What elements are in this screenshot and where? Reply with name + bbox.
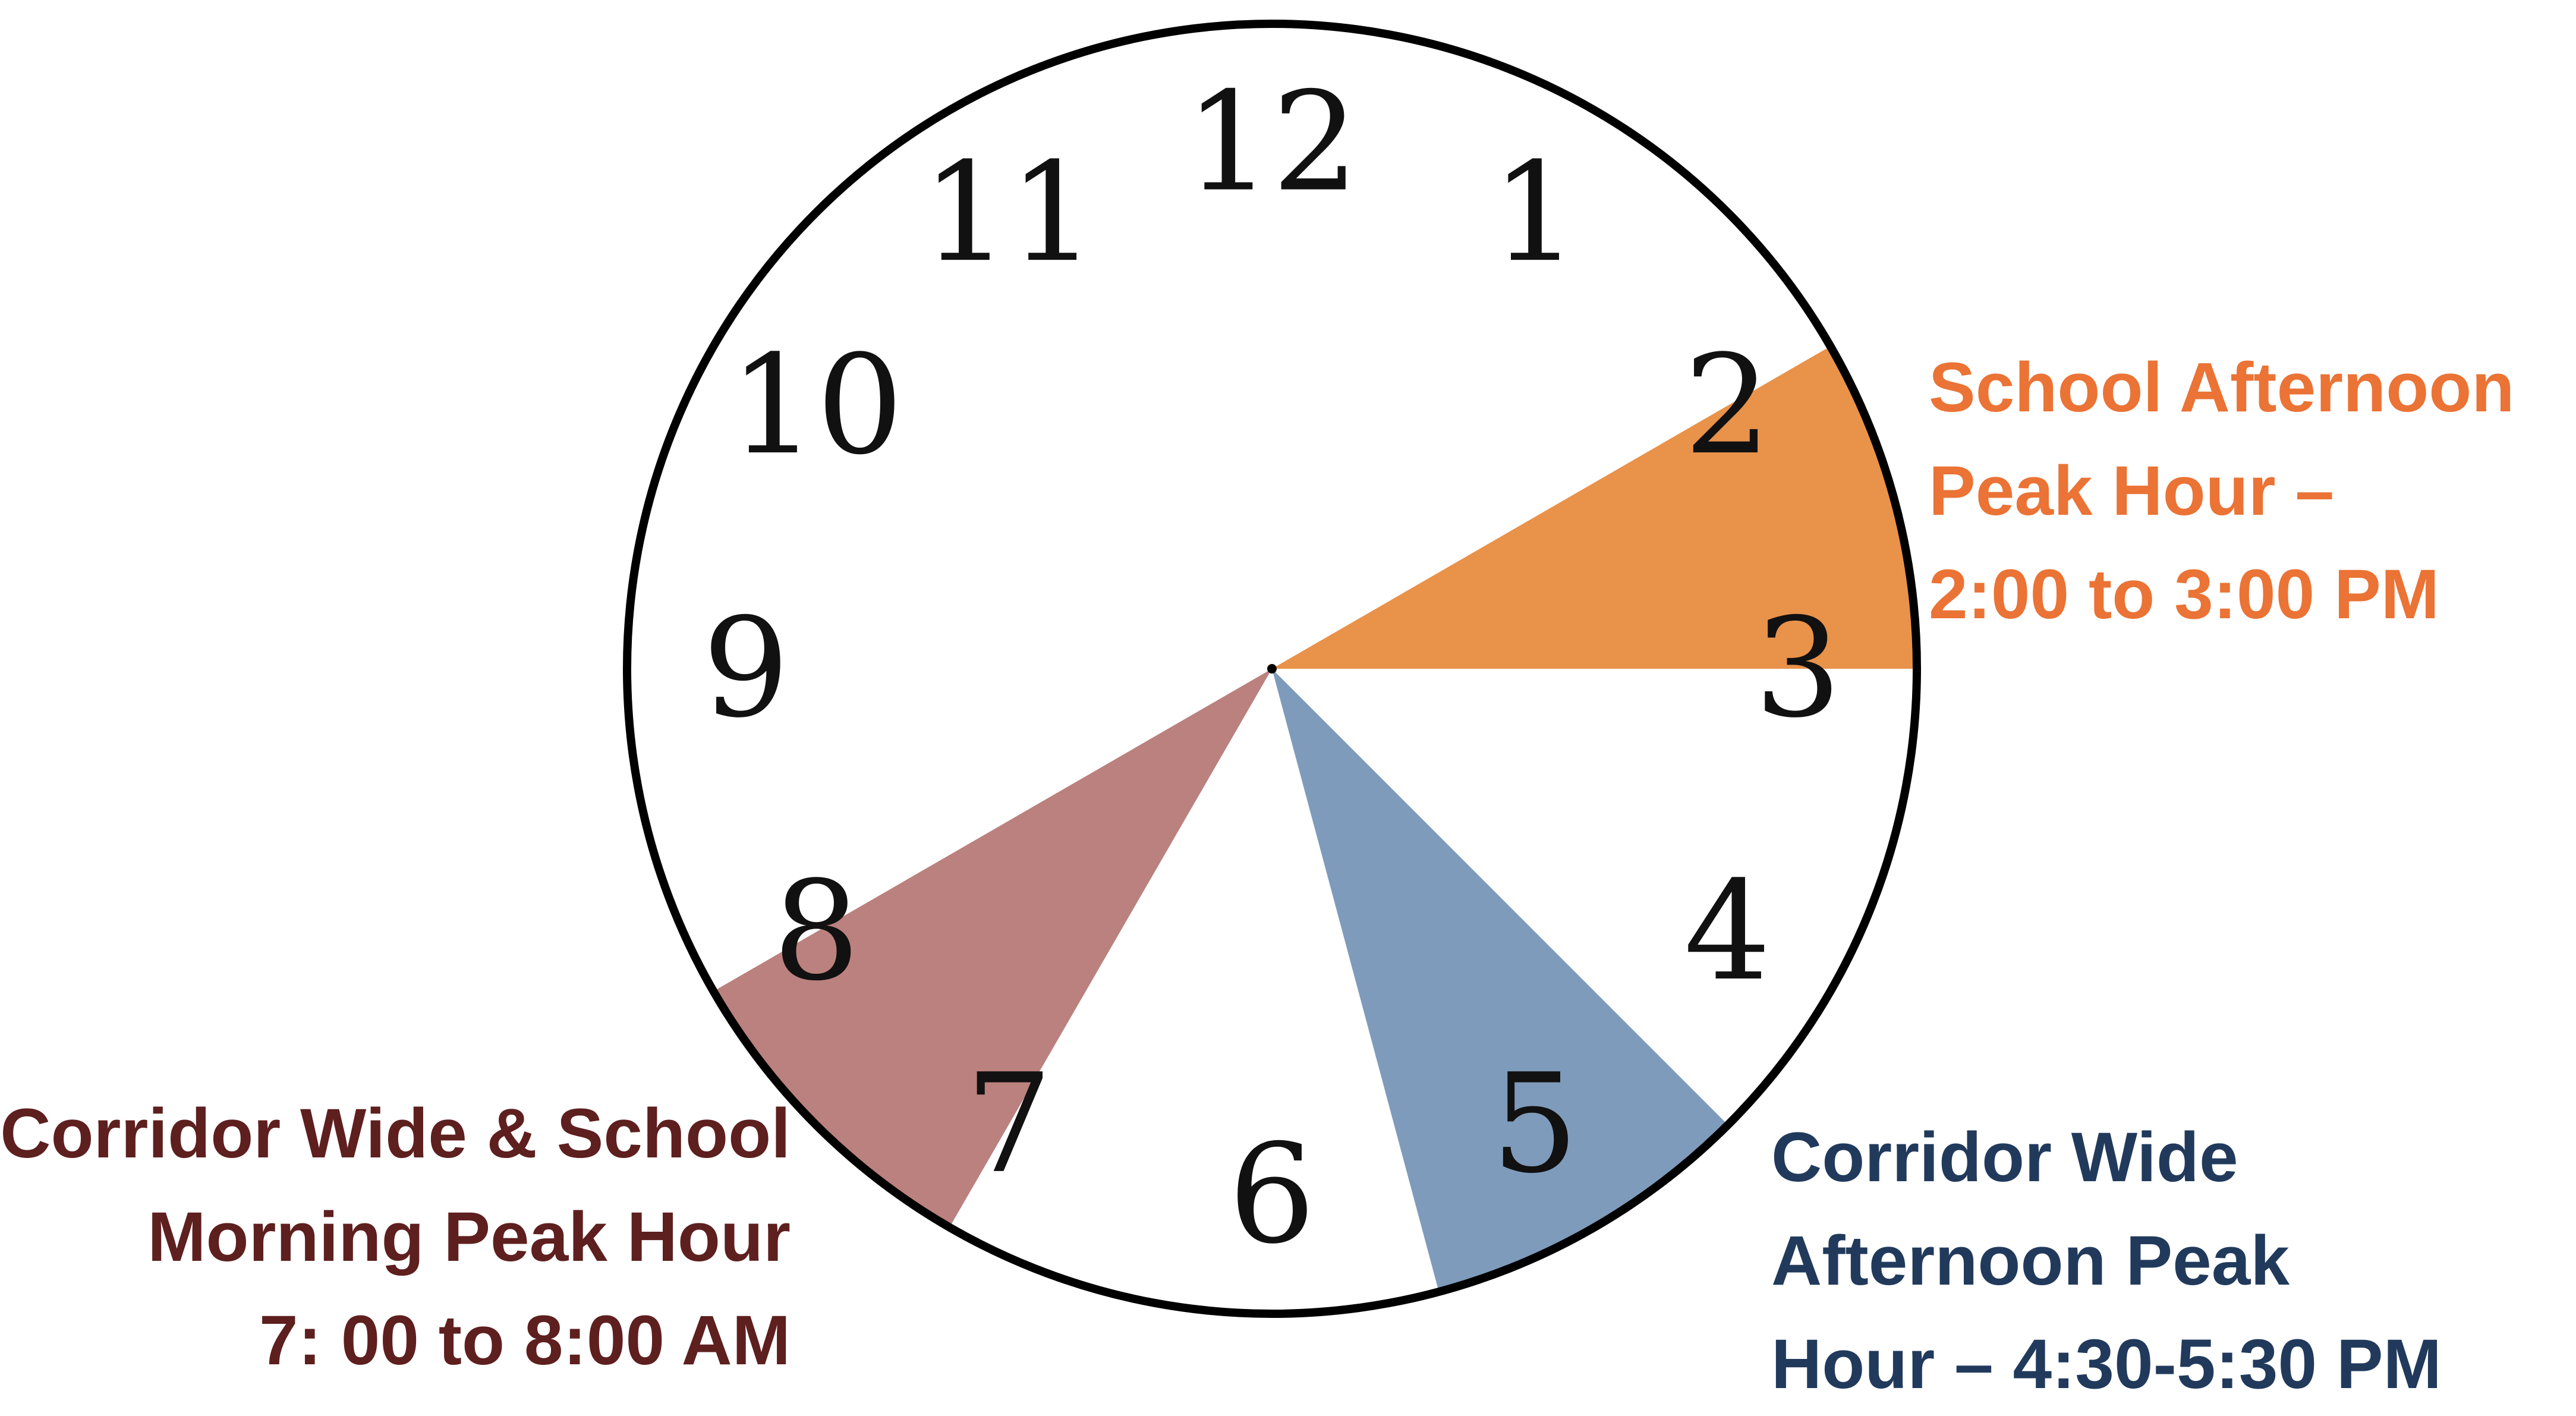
clock-numeral-2: 2 [1684, 326, 1771, 485]
corridor-afternoon-caption-line: Corridor Wide [1771, 1118, 2238, 1197]
clock-numeral-1: 1 [1491, 134, 1578, 292]
school-afternoon-caption-line: School Afternoon [1929, 348, 2515, 427]
morning-caption-line: Morning Peak Hour [147, 1198, 791, 1276]
clock-numeral-4: 4 [1684, 852, 1771, 1011]
clock-numeral-11: 11 [922, 134, 1096, 292]
clock-numeral-12: 12 [1185, 64, 1359, 222]
clock-numeral-7: 7 [965, 1045, 1052, 1204]
corridor-afternoon-caption-line: Hour – 4:30-5:30 PM [1771, 1325, 2442, 1404]
morning-peak-wedge [713, 669, 1272, 1228]
clock-numeral-6: 6 [1229, 1116, 1315, 1275]
clock-center-dot [1267, 664, 1277, 674]
morning-peak-caption: Corridor Wide & School Morning Peak Hour… [0, 1082, 791, 1392]
corridor-afternoon-peak-wedge [1272, 669, 1728, 1292]
corridor-afternoon-caption: Corridor Wide Afternoon Peak Hour – 4:30… [1771, 1106, 2442, 1416]
clock-numeral-10: 10 [729, 326, 903, 485]
clock-face-outline [623, 20, 1921, 1318]
school-afternoon-caption-line: 2:00 to 3:00 PM [1929, 555, 2440, 634]
morning-caption-line: 7: 00 to 8:00 AM [259, 1301, 791, 1380]
corridor-afternoon-caption-line: Afternoon Peak [1771, 1222, 2290, 1300]
clock-numeral-5: 5 [1491, 1045, 1578, 1204]
school-afternoon-caption-line: Peak Hour – [1929, 452, 2335, 530]
morning-caption-line: Corridor Wide & School [0, 1094, 791, 1173]
clock-numeral-9: 9 [703, 590, 789, 748]
school-afternoon-caption: School Afternoon Peak Hour – 2:00 to 3:0… [1929, 336, 2514, 646]
school-afternoon-peak-wedge [1272, 346, 1917, 669]
clock-numeral-8: 8 [773, 852, 859, 1011]
peak-wedges [713, 346, 1917, 1292]
clock-numeral-3: 3 [1755, 590, 1841, 748]
